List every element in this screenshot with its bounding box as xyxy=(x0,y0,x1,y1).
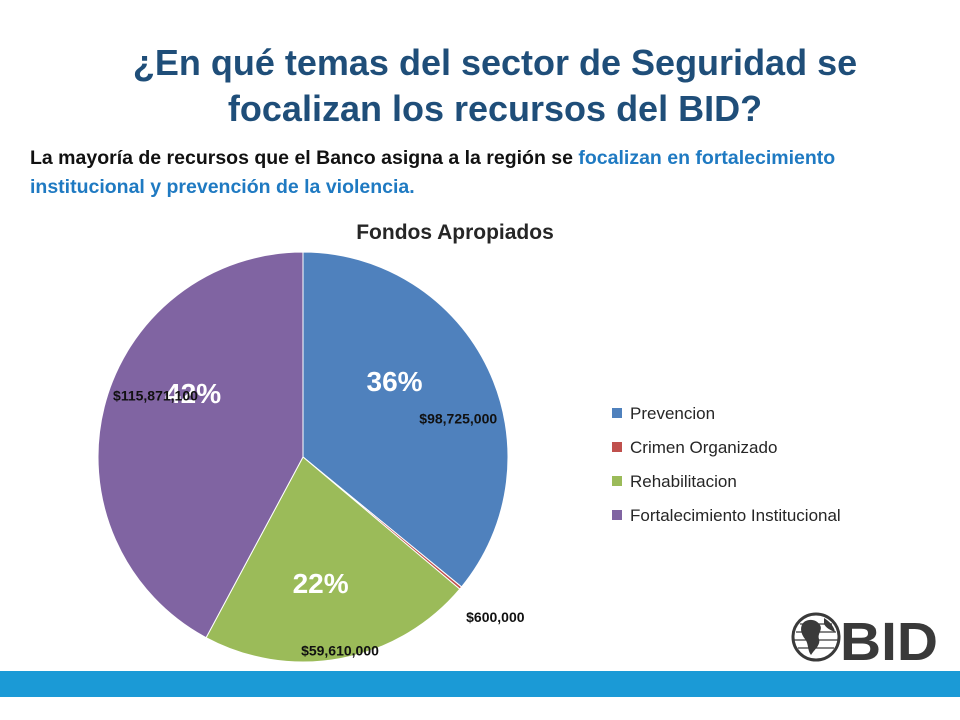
pie-chart: Fondos Apropiados 36% $98,725,000 $600,000… xyxy=(97,221,841,663)
logo-text: BID xyxy=(840,612,938,666)
legend-swatch xyxy=(612,510,622,520)
slice-prevencion xyxy=(302,251,509,588)
legend-swatch xyxy=(612,442,622,452)
chart-title: Fondos Apropiados xyxy=(356,221,554,244)
chart-legend: Prevencion Crimen Organizado Rehabilitacio… xyxy=(612,404,841,525)
value-label: $600,000 xyxy=(466,609,525,625)
page-title: ¿En qué temas del sector de Seguridad se… xyxy=(0,40,960,132)
legend-label: Fortalecimiento Institucional xyxy=(630,506,841,525)
bid-logo: BID xyxy=(791,612,938,666)
legend-label: Rehabilitacion xyxy=(630,472,737,491)
globe-icon xyxy=(791,612,841,662)
subtitle: La mayoría de recursos que el Banco asig… xyxy=(30,144,950,202)
value-label: $59,610,000 xyxy=(301,642,379,658)
title-line-1: ¿En qué temas del sector de Seguridad se xyxy=(132,42,858,83)
legend-label: Prevencion xyxy=(630,404,715,423)
value-label: $98,725,000 xyxy=(419,411,497,427)
slice-rehabilitacion xyxy=(205,456,461,663)
legend-swatch xyxy=(612,476,622,486)
title-line-2: focalizan los recursos del BID? xyxy=(227,88,763,129)
legend-label: Crimen Organizado xyxy=(630,438,777,457)
legend-swatch xyxy=(612,408,622,418)
percent-label: 42% xyxy=(165,378,221,409)
value-label: $115,871,100 xyxy=(113,387,198,403)
percent-label: 22% xyxy=(293,568,349,599)
pie-slices xyxy=(97,251,509,663)
subtitle-highlight: focalizan en fortalecimiento institucion… xyxy=(30,147,836,198)
slice-fortalecimiento xyxy=(97,251,304,639)
bottom-bar xyxy=(0,671,960,697)
percent-label: 36% xyxy=(367,366,423,397)
pie-labels: 36% $98,725,000 $600,000 22% $59,610,000 42%$… xyxy=(113,366,525,658)
subtitle-text: La mayoría de recursos que el Banco asig… xyxy=(30,147,579,169)
